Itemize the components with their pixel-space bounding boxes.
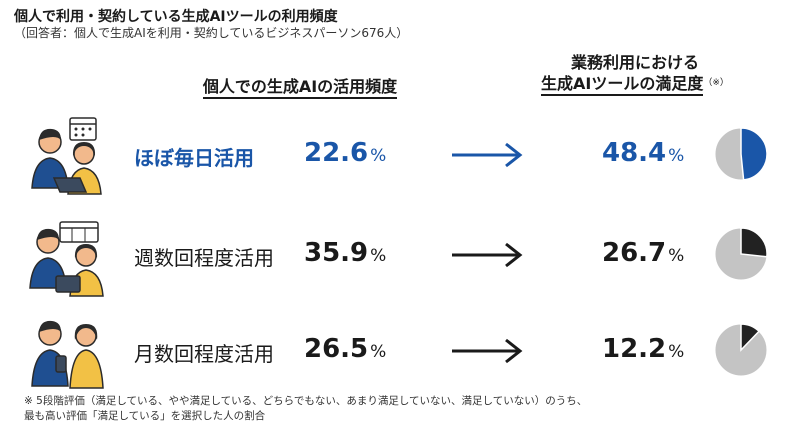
chart-subtitle: （回答者：個人で生成AIを利用・契約しているビジネスパーソン676人）: [14, 26, 409, 40]
satisfaction-pie: [714, 323, 768, 377]
footnote: ※ 5段階評価（満足している、やや満足している、どちらでもない、あまり満足してい…: [24, 394, 587, 424]
arrow-right-icon: [452, 338, 523, 364]
satisfaction-percent-value: 48.4: [602, 138, 667, 168]
people-with-tablet-illustration: [29, 221, 104, 297]
satisfaction-pie: [714, 227, 768, 281]
usage-percent: 22.6%: [304, 138, 386, 168]
frequency-label: 週数回程度活用: [134, 246, 274, 270]
percent-unit: %: [668, 146, 685, 166]
percent-unit: %: [668, 342, 685, 362]
pie-slice-satisfied: [740, 323, 761, 352]
percent-unit: %: [370, 146, 387, 166]
right-column-heading-line1: 業務利用における: [570, 53, 699, 72]
left-column-heading: 個人での生成AIの活用頻度: [170, 76, 430, 99]
frequency-label: 月数回程度活用: [134, 342, 274, 366]
satisfaction-pie: [714, 127, 768, 181]
percent-unit: %: [668, 246, 685, 266]
people-with-laptop-illustration: [31, 117, 102, 195]
frequency-label: ほぼ毎日活用: [134, 146, 254, 170]
usage-percent: 26.5%: [304, 334, 386, 364]
percent-unit: %: [370, 342, 387, 362]
usage-percent-value: 22.6: [304, 138, 369, 168]
arrow-right-icon: [452, 142, 523, 168]
satisfaction-percent-value: 12.2: [602, 334, 667, 364]
row-daily: ほぼ毎日活用 22.6% 48.4%: [0, 112, 800, 204]
row-weekly: 週数回程度活用 35.9% 26.7%: [0, 212, 800, 304]
satisfaction-percent: 26.7%: [602, 238, 684, 268]
chart-title: 個人で利用・契約している生成AIツールの利用頻度: [14, 9, 338, 25]
percent-unit: %: [370, 246, 387, 266]
right-column-heading: 業務利用における 生成AIツールの満足度（※）: [520, 52, 750, 96]
satisfaction-percent-value: 26.7: [602, 238, 667, 268]
usage-percent: 35.9%: [304, 238, 386, 268]
right-column-heading-note-mark: （※）: [703, 78, 729, 88]
row-monthly: 月数回程度活用 26.5% 12.2%: [0, 308, 800, 400]
footnote-line2: 最も高い評価「満足している」を選択した人の割合: [24, 410, 266, 422]
pie-slice-satisfied: [740, 227, 768, 258]
right-column-heading-line2: 生成AIツールの満足度: [541, 74, 704, 96]
usage-percent-value: 26.5: [304, 334, 369, 364]
satisfaction-percent: 12.2%: [602, 334, 684, 364]
usage-percent-value: 35.9: [304, 238, 369, 268]
people-with-phone-illustration: [31, 320, 104, 389]
left-column-heading-text: 個人での生成AIの活用頻度: [202, 77, 398, 99]
footnote-line1: ※ 5段階評価（満足している、やや満足している、どちらでもない、あまり満足してい…: [24, 395, 588, 407]
satisfaction-percent: 48.4%: [602, 138, 684, 168]
pie-slice-satisfied: [740, 127, 768, 181]
arrow-right-icon: [452, 242, 523, 268]
